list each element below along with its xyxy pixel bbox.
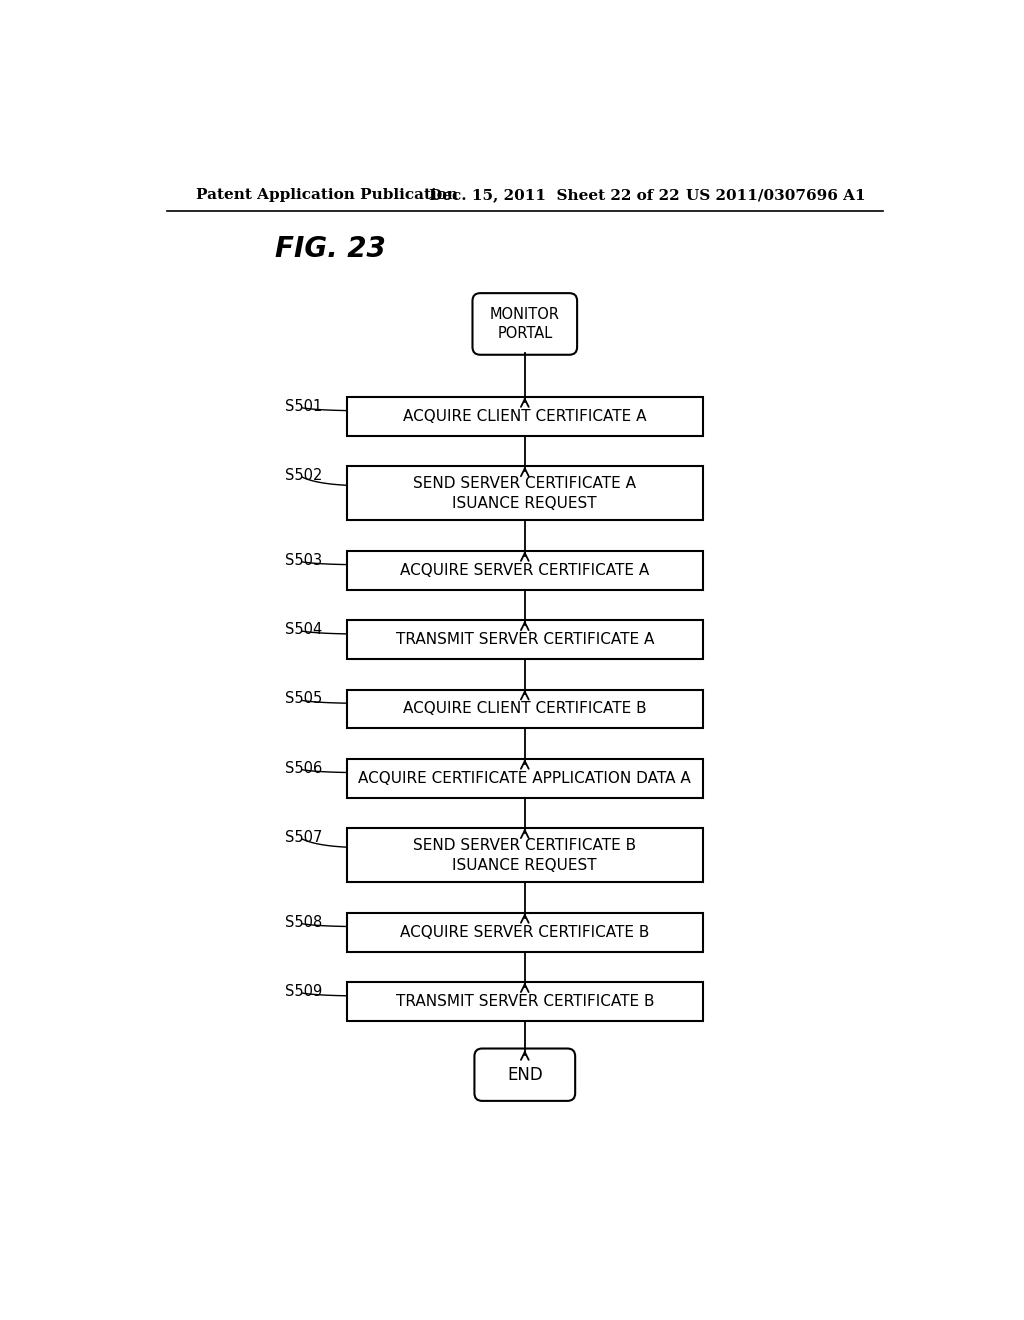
Text: ACQUIRE CLIENT CERTIFICATE A: ACQUIRE CLIENT CERTIFICATE A bbox=[403, 409, 646, 424]
Bar bbox=[346, 829, 703, 882]
Bar bbox=[346, 620, 703, 659]
Text: US 2011/0307696 A1: US 2011/0307696 A1 bbox=[686, 189, 865, 202]
Text: Dec. 15, 2011  Sheet 22 of 22: Dec. 15, 2011 Sheet 22 of 22 bbox=[429, 189, 679, 202]
Text: S506: S506 bbox=[285, 760, 322, 776]
Bar bbox=[346, 913, 703, 952]
Text: ACQUIRE SERVER CERTIFICATE A: ACQUIRE SERVER CERTIFICATE A bbox=[400, 562, 649, 578]
Text: FIG. 23: FIG. 23 bbox=[275, 235, 386, 263]
Text: END: END bbox=[507, 1065, 543, 1084]
Text: ACQUIRE SERVER CERTIFICATE B: ACQUIRE SERVER CERTIFICATE B bbox=[400, 925, 649, 940]
Text: MONITOR
PORTAL: MONITOR PORTAL bbox=[489, 308, 560, 341]
Text: Patent Application Publication: Patent Application Publication bbox=[197, 189, 458, 202]
Text: S508: S508 bbox=[285, 915, 322, 929]
Bar bbox=[346, 982, 703, 1020]
Text: TRANSMIT SERVER CERTIFICATE B: TRANSMIT SERVER CERTIFICATE B bbox=[395, 994, 654, 1008]
Text: SEND SERVER CERTIFICATE B
ISUANCE REQUEST: SEND SERVER CERTIFICATE B ISUANCE REQUES… bbox=[414, 838, 636, 873]
Bar bbox=[346, 552, 703, 590]
Text: S507: S507 bbox=[285, 830, 322, 845]
Text: ACQUIRE CLIENT CERTIFICATE B: ACQUIRE CLIENT CERTIFICATE B bbox=[403, 701, 646, 717]
Text: S503: S503 bbox=[285, 553, 322, 568]
Bar bbox=[346, 397, 703, 436]
Bar bbox=[346, 466, 703, 520]
Text: S509: S509 bbox=[285, 983, 322, 999]
FancyBboxPatch shape bbox=[474, 1048, 575, 1101]
Text: ACQUIRE CERTIFICATE APPLICATION DATA A: ACQUIRE CERTIFICATE APPLICATION DATA A bbox=[358, 771, 691, 785]
FancyBboxPatch shape bbox=[472, 293, 578, 355]
Text: S504: S504 bbox=[285, 622, 322, 638]
Text: TRANSMIT SERVER CERTIFICATE A: TRANSMIT SERVER CERTIFICATE A bbox=[395, 632, 654, 647]
Bar bbox=[346, 759, 703, 797]
Text: S501: S501 bbox=[285, 399, 322, 413]
Text: SEND SERVER CERTIFICATE A
ISUANCE REQUEST: SEND SERVER CERTIFICATE A ISUANCE REQUES… bbox=[414, 477, 636, 511]
Text: S502: S502 bbox=[285, 469, 322, 483]
Bar bbox=[346, 689, 703, 729]
Text: S505: S505 bbox=[285, 692, 322, 706]
